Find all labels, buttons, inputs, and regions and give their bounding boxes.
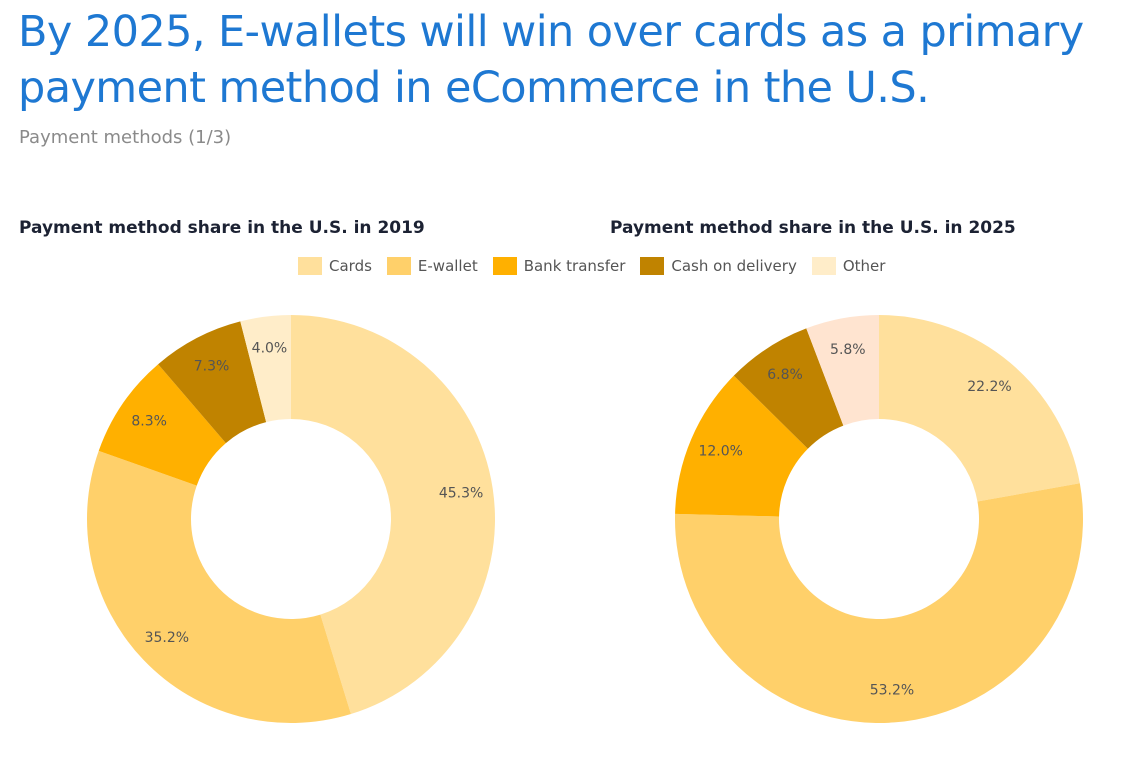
slice-other[interactable] [240,315,291,423]
data-label-cash-on-delivery: 6.8% [767,367,803,383]
slice-cards[interactable] [291,315,496,714]
page-title: By 2025, E-wallets will win over cards a… [18,7,1084,113]
donut-chart-2025: 22.2% 53.2% 12.0% 6.8% 5.8% [675,315,1083,723]
data-label-cards: 22.2% [967,379,1011,395]
slice-bank-transfer[interactable] [98,364,226,486]
legend-item-e-wallet[interactable]: E-wallet [386,257,478,275]
data-label-bank-transfer: 12.0% [698,444,742,460]
slice-e-wallet[interactable] [86,450,351,723]
data-label-e-wallet: 35.2% [145,630,189,646]
slice-bank-transfer[interactable] [675,375,808,517]
slice-cash-on-delivery[interactable] [733,328,844,449]
chart-title-2019: Payment method share in the U.S. in 2019 [19,218,425,238]
slice-other[interactable] [806,315,879,426]
slice-cash-on-delivery[interactable] [158,321,267,444]
legend-label-bank-transfer: Bank transfer [523,257,626,275]
data-label-other: 4.0% [252,340,288,356]
legend-item-cards[interactable]: Cards [298,257,372,275]
chart-legend: Cards E-wallet Bank transfer Cash on del… [298,255,885,277]
chart-title-2025: Payment method share in the U.S. in 2025 [610,218,1016,238]
slice-cards[interactable] [879,315,1080,502]
donut-chart-2019: 45.3% 35.2% 8.3% 7.3% 4.0% [86,315,496,723]
data-label-other: 5.8% [830,342,866,358]
legend-swatch-e-wallet [386,257,411,275]
legend-label-cards: Cards [329,257,372,275]
slice-e-wallet[interactable] [675,483,1083,723]
data-label-cash-on-delivery: 7.3% [194,358,230,374]
legend-label-e-wallet: E-wallet [417,257,478,275]
data-label-cards: 45.3% [439,485,483,501]
legend-item-cash-on-delivery[interactable]: Cash on delivery [640,257,797,275]
legend-label-cash-on-delivery: Cash on delivery [671,257,797,275]
legend-item-bank-transfer[interactable]: Bank transfer [492,257,626,275]
legend-label-other: Other [842,257,886,275]
data-label-bank-transfer: 8.3% [131,414,167,430]
legend-swatch-bank-transfer [492,257,517,275]
legend-swatch-cards [298,257,322,275]
legend-item-other[interactable]: Other [811,257,886,275]
legend-swatch-other [811,257,836,275]
page-subtitle: Payment methods (1/3) [19,127,232,148]
legend-swatch-cash-on-delivery [640,257,665,275]
data-label-e-wallet: 53.2% [870,683,914,699]
